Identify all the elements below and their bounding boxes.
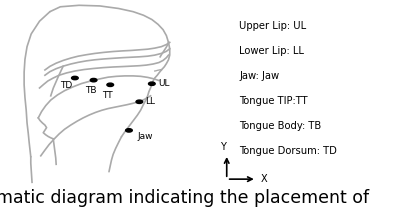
Circle shape: [107, 83, 114, 86]
Circle shape: [90, 78, 97, 82]
Text: Jaw: Jaw: Jaw: Jaw: [239, 71, 279, 81]
Text: LL: LL: [146, 97, 156, 106]
Text: TT: TT: [102, 91, 113, 100]
Text: Lower Lip: LL: Lower Lip: LL: [239, 46, 304, 56]
Circle shape: [126, 129, 132, 132]
Text: UL: UL: [158, 79, 170, 88]
Text: Jaw: Jaw: [137, 132, 153, 141]
Circle shape: [136, 100, 143, 103]
Text: TD: TD: [60, 81, 73, 89]
Text: Upper Lip: UL: Upper Lip: UL: [239, 21, 306, 31]
Text: Tongue Dorsum: TD: Tongue Dorsum: TD: [239, 146, 337, 156]
Text: TB: TB: [85, 86, 97, 95]
Text: matic diagram indicating the placement of: matic diagram indicating the placement o…: [0, 189, 369, 207]
Text: Tongue TIP:TT: Tongue TIP:TT: [239, 96, 308, 106]
Text: Y: Y: [220, 142, 226, 152]
Circle shape: [72, 76, 78, 80]
Text: X: X: [261, 174, 267, 184]
Circle shape: [149, 82, 155, 85]
Text: Tongue Body: TB: Tongue Body: TB: [239, 121, 322, 131]
